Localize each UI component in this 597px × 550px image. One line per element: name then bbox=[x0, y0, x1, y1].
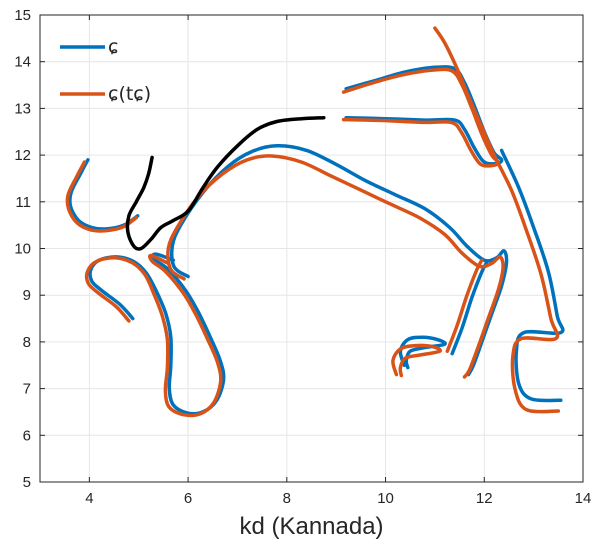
y-tick-label: 6 bbox=[23, 427, 31, 444]
y-tick-label: 8 bbox=[23, 334, 31, 351]
series-s-line bbox=[344, 65, 504, 166]
y-tick-label: 9 bbox=[23, 287, 31, 304]
x-tick-label: 8 bbox=[283, 490, 291, 507]
series-s-line bbox=[499, 148, 565, 403]
y-tick-label: 14 bbox=[14, 54, 31, 71]
x-tick-label: 6 bbox=[184, 490, 192, 507]
y-tick-label: 12 bbox=[14, 147, 31, 164]
y-tick-label: 10 bbox=[14, 241, 31, 258]
legend-label: ɕ bbox=[108, 36, 118, 58]
y-tick-label: 5 bbox=[23, 474, 31, 491]
series-s-tc-line bbox=[65, 160, 139, 233]
series-s-tc-line bbox=[433, 26, 561, 414]
x-tick-label: 14 bbox=[575, 490, 592, 507]
y-tick-label: 13 bbox=[14, 100, 31, 117]
series-s-tc-line bbox=[391, 343, 443, 378]
y-tick-label: 11 bbox=[15, 194, 31, 211]
series-s-tc-line bbox=[445, 258, 484, 353]
series-s-tc-line bbox=[166, 154, 505, 379]
x-tick-label: 4 bbox=[85, 490, 93, 507]
x-axis-label: kd (Kannada) bbox=[239, 513, 383, 540]
axis-ticks bbox=[40, 14, 584, 483]
legend: ɕ ɕ(tɕ) bbox=[60, 36, 151, 105]
legend-label: ɕ(tɕ) bbox=[108, 83, 151, 105]
x-tick-label: 10 bbox=[377, 490, 394, 507]
series-s-tc-line bbox=[84, 253, 223, 418]
x-tick-label: 12 bbox=[476, 490, 493, 507]
series-black-line-group bbox=[125, 115, 326, 251]
chart-series bbox=[65, 26, 565, 418]
tick-labels: 4 6 8 10 12 14 5 6 7 8 9 10 11 12 13 14 15 bbox=[14, 7, 591, 507]
series-black-line bbox=[125, 115, 326, 251]
y-tick-label: 7 bbox=[23, 381, 31, 398]
y-tick-label: 15 bbox=[14, 7, 31, 24]
